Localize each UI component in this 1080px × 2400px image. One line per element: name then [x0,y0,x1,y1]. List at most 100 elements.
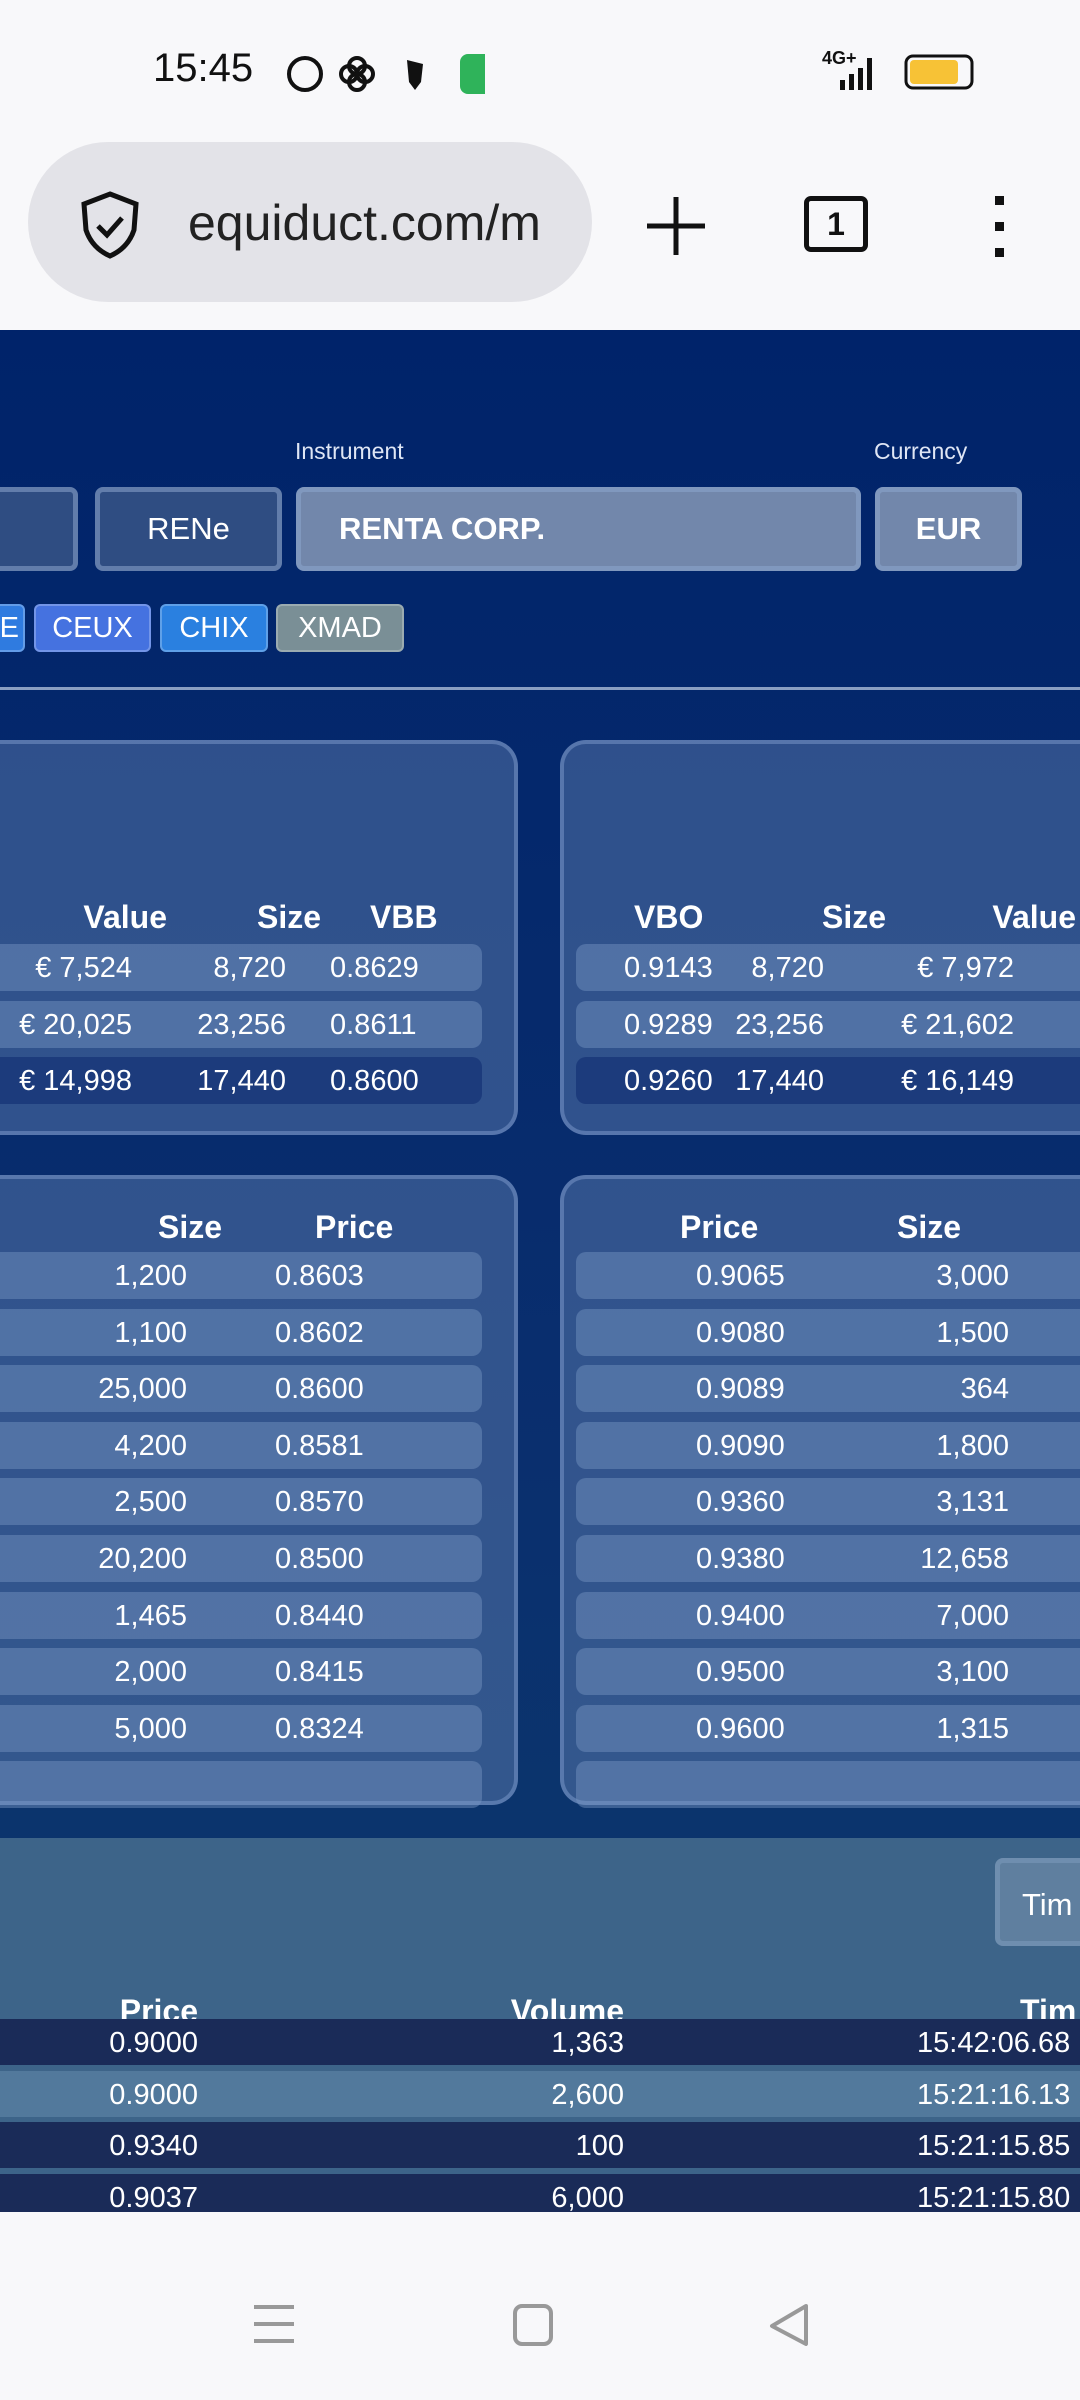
instrument-label: Instrument [295,438,404,464]
table-row[interactable]: 0.9080 1,500 [576,1308,1080,1356]
table-row[interactable]: 2,000 0.8415 [0,1648,482,1696]
table-row[interactable]: 1,200 0.8603 [0,1252,482,1299]
cell-2: 0.8600 [330,1065,419,1097]
trade-volume: 1,363 [551,2027,624,2059]
col-header-value: Value [83,899,167,935]
cell-0: 5,000 [114,1712,187,1745]
whatsapp-icon [287,56,323,92]
table-row[interactable]: 0.9380 12,658 [576,1535,1080,1582]
tab-switcher-button[interactable]: 1 [804,196,868,252]
col-header-vbb: VBB [370,899,438,935]
table-row[interactable]: 0.9600 1,315 [576,1704,1080,1752]
cell-0: 0.9500 [696,1656,785,1689]
battery-saver-icon [460,54,485,94]
instrument-field[interactable]: RENTA CORP. [296,487,861,571]
cell-1: 0.8570 [275,1486,364,1519]
ticker-field[interactable]: RENe [95,487,282,571]
table-row[interactable]: 0.9090 1,800 [576,1421,1080,1469]
col-header-size: Size [157,1209,222,1245]
cell-0: 0.9289 [624,1008,713,1041]
cell-0: 1,465 [114,1599,187,1632]
cell-0: € 7,524 [35,952,132,984]
cell-2: € 21,602 [901,1008,1014,1041]
url-text[interactable]: equiduct.com/m [188,195,541,251]
fan-icon [339,56,375,92]
table-row[interactable]: 25,000 0.8600 [0,1365,482,1413]
cell-1: 23,256 [735,1008,824,1041]
status-bar: 15:45 4G+ [0,0,1080,130]
recents-icon[interactable] [254,2304,296,2346]
venue-tag-e[interactable]: E [0,604,25,652]
trade-row[interactable]: 0.9000 1,363 15:42:06.68 [0,2019,1080,2065]
table-row[interactable]: 0.9260 17,440 € 16,149 [576,1057,1080,1104]
cell-0: 25,000 [98,1373,187,1406]
menu-icon[interactable] [990,196,1010,258]
notification-icons [287,54,485,94]
table-row[interactable]: 0.9065 3,000 [576,1252,1080,1299]
trade-row[interactable]: 0.9000 2,600 15:21:16.13 [0,2071,1080,2117]
table-row[interactable] [576,1761,1080,1809]
table-row[interactable]: 2,500 0.8570 [0,1478,482,1526]
table-row[interactable]: 20,200 0.8500 [0,1535,482,1582]
cell-1: 364 [960,1373,1009,1406]
cell-1: 1,315 [936,1712,1009,1745]
home-icon[interactable] [512,2304,554,2346]
cell-1: 0.8440 [275,1599,364,1632]
cell-1: 0.8602 [275,1316,364,1349]
table-row[interactable]: 0.9360 3,131 [576,1478,1080,1526]
ask-book-panel: Price Size 0.9065 3,000 0.9080 1,500 0.9089 3… [560,1175,1080,1809]
col-header-vbo: VBO [634,899,704,935]
col-header-size: Size [821,899,886,935]
cell-0: 1,200 [114,1260,187,1292]
trade-price: 0.9340 [109,2130,198,2162]
trade-row[interactable]: 0.9037 6,000 15:21:15.80 [0,2174,1080,2212]
cell-1: 0.8581 [275,1429,364,1462]
new-tab-icon[interactable] [645,195,707,257]
col-header-size: Size [896,1209,961,1245]
col-header-size: Size [256,899,321,935]
venue-tag-xmad[interactable]: XMAD [276,604,404,652]
table-row[interactable] [0,1761,482,1809]
cell-1: 1,800 [936,1429,1009,1462]
table-row[interactable]: € 14,998 17,440 0.8600 [0,1057,482,1104]
table-row[interactable]: 5,000 0.8324 [0,1704,482,1752]
venue-tag-ceux[interactable]: CEUX [34,604,151,652]
table-row[interactable]: 0.9089 364 [576,1365,1080,1413]
isin-field[interactable] [0,487,78,571]
cell-0: 0.9380 [696,1543,785,1575]
time-button[interactable]: Tim [995,1858,1080,1946]
cell-0: 0.9260 [624,1065,713,1097]
back-icon[interactable] [768,2304,810,2346]
table-row[interactable]: 0.9400 7,000 [576,1591,1080,1639]
navigation-bar [0,2212,1080,2400]
cell-1: 23,256 [197,1008,286,1041]
cell-1: 7,000 [936,1599,1009,1632]
web-page: Instrument Currency RENe RENTA CORP. EUR… [0,330,1080,2212]
cell-0: 0.9360 [696,1486,785,1519]
cell-1: 8,720 [751,952,824,984]
cell-0: 2,000 [114,1656,187,1689]
table-row[interactable]: 0.9143 8,720 € 7,972 [576,944,1080,991]
trade-time: 15:21:15.80 [917,2182,1071,2212]
cell-0: 4,200 [114,1429,187,1462]
cell-1: 12,658 [920,1543,1009,1575]
table-row[interactable]: 4,200 0.8581 [0,1421,482,1469]
cell-2: 0.8611 [330,1008,417,1041]
venue-tag-chix[interactable]: CHIX [160,604,268,652]
address-bar[interactable]: equiduct.com/m [28,142,592,302]
col-header-price: Price [315,1209,394,1245]
trade-time: 15:21:16.13 [917,2079,1071,2111]
secure-shield-icon[interactable] [78,190,142,260]
vbo-panel: VBO Size Value 0.9143 8,720 € 7,972 0.9289 2… [560,740,1080,1135]
table-row[interactable]: 0.9500 3,100 [576,1648,1080,1696]
cell-1: 3,100 [936,1656,1009,1689]
cell-0: 0.9143 [624,952,713,984]
table-row[interactable]: 1,100 0.8602 [0,1308,482,1356]
table-row[interactable]: € 7,524 8,720 0.8629 [0,944,482,991]
table-row[interactable]: € 20,025 23,256 0.8611 [0,1000,482,1048]
cell-0: 0.9080 [696,1316,785,1349]
trade-row[interactable]: 0.9340 100 15:21:15.85 [0,2122,1080,2168]
table-row[interactable]: 0.9289 23,256 € 21,602 [576,1000,1080,1048]
table-row[interactable]: 1,465 0.8440 [0,1591,482,1639]
currency-field[interactable]: EUR [875,487,1022,571]
